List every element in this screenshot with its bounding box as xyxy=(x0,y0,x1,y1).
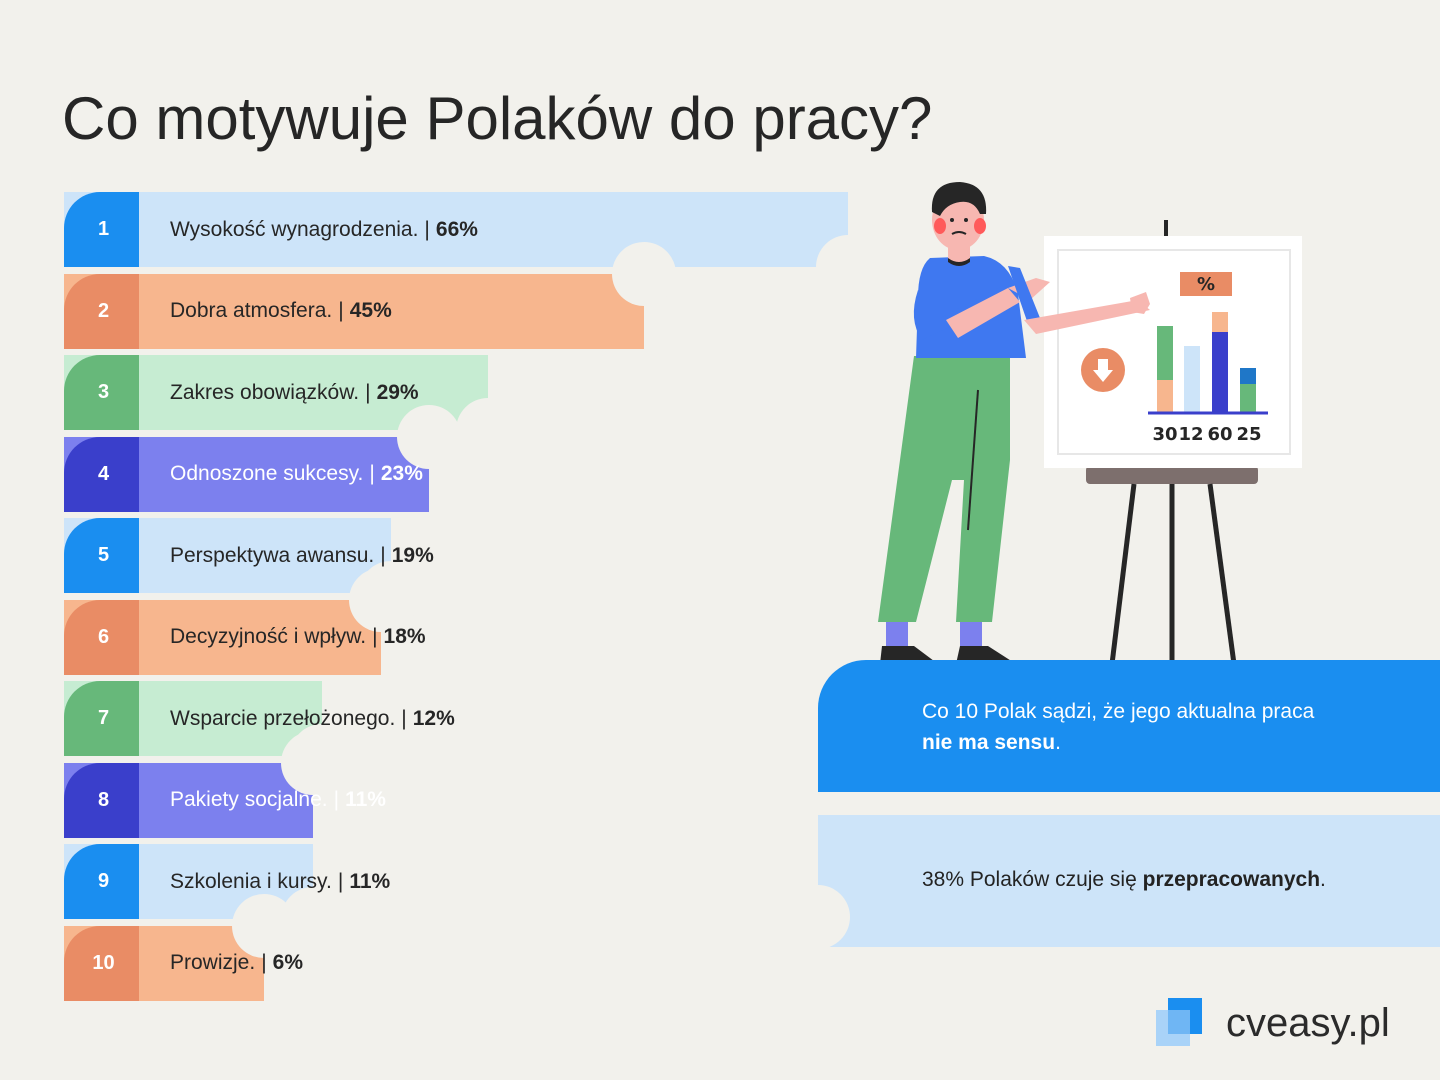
bar-label: Decyzyjność i wpływ. | 18% xyxy=(170,600,426,675)
bar-value: 12% xyxy=(412,706,455,730)
brand-logo[interactable]: cveasy.pl xyxy=(1152,996,1412,1050)
bar-category: Wysokość wynagrodzenia. xyxy=(170,217,419,241)
bar-value: 66% xyxy=(435,217,478,241)
bar-category: Decyzyjność i wpływ. xyxy=(170,625,367,648)
board-label-4: 25 xyxy=(1236,424,1261,445)
bar-label: Wysokość wynagrodzenia. | 66% xyxy=(170,192,478,267)
bar-chart: 1 Wysokość wynagrodzenia. | 66% 2 Dobra atmos… xyxy=(64,192,880,1001)
presentation-board: % 30 12 60 25 xyxy=(1044,236,1302,468)
bar-row: 6 Decyzyjność i wpływ. | 18% xyxy=(64,567,426,675)
bar-rank: 10 xyxy=(64,925,139,1001)
bar-row: 8 Pakiety socjalne. | 11% xyxy=(64,730,386,838)
bar-separator: | xyxy=(338,299,344,322)
info-text-post: . xyxy=(1055,731,1061,754)
bar-category: Perspektywa awansu. xyxy=(170,543,375,567)
bar-category: Prowizje. xyxy=(170,951,256,974)
bar-value: 18% xyxy=(383,625,426,648)
bar-label: Szkolenia i kursy. | 11% xyxy=(170,844,390,919)
bar-category: Szkolenia i kursy. xyxy=(170,869,332,893)
bar-notch xyxy=(816,235,880,299)
bar-row: 7 Wsparcie przełożonego. | 12% xyxy=(64,681,455,788)
bar-rank: 3 xyxy=(64,355,139,430)
bar-notch xyxy=(397,404,462,469)
bar-notch xyxy=(232,893,296,958)
cveasy-logo-icon xyxy=(1156,998,1202,1046)
bar-category: Odnoszone sukcesy. xyxy=(170,462,364,485)
presenter-illustration: % 30 12 60 25 xyxy=(878,182,1302,665)
bar-value: 19% xyxy=(391,543,434,567)
info-text-pre: 38% Polaków czuje się xyxy=(922,868,1143,891)
bar-separator: | xyxy=(401,706,407,730)
info-box-meaningless-work: Co 10 Polak sądzi, że jego aktualna prac… xyxy=(818,660,1440,792)
bar-category: Dobra atmosfera. xyxy=(170,299,333,322)
bar-row: 4 Odnoszone sukcesy. | 23% xyxy=(64,404,462,512)
page-title: Co motywuje Polaków do pracy? xyxy=(62,85,933,152)
bar-notch xyxy=(348,567,413,632)
bar-value: 11% xyxy=(349,869,391,893)
bar-notch xyxy=(455,398,520,462)
bar-value: 11% xyxy=(345,788,386,811)
info-text-meaningless-work: Co 10 Polak sądzi, że jego aktualna prac… xyxy=(922,696,1314,758)
bar-row: 10 Prowizje. | 6% xyxy=(64,893,303,1001)
bar-separator: | xyxy=(337,869,344,893)
bar-notch xyxy=(280,730,345,795)
bar-rank: 7 xyxy=(64,681,139,756)
percent-badge xyxy=(1180,272,1232,296)
bar-separator: | xyxy=(261,951,267,974)
bar-rank: 6 xyxy=(64,599,139,675)
bar-rank: 5 xyxy=(64,518,139,593)
bar-value: 29% xyxy=(376,380,419,404)
brand-name: cveasy.pl xyxy=(1226,1001,1390,1045)
easel xyxy=(1086,220,1258,665)
bar-value: 45% xyxy=(349,299,392,322)
bar-separator: | xyxy=(380,543,386,567)
bar-row: 2 Dobra atmosfera. | 45% xyxy=(64,241,676,349)
bar-label: Dobra atmosfera. | 45% xyxy=(170,274,392,349)
info-text-bold: nie ma sensu xyxy=(922,731,1056,754)
bar-label: Wsparcie przełożonego. | 12% xyxy=(170,681,455,756)
bar-rank: 8 xyxy=(64,762,139,838)
bar-separator: | xyxy=(424,217,430,241)
bar-value: 23% xyxy=(380,462,423,485)
bar-category: Wsparcie przełożonego. xyxy=(170,706,396,730)
bar-rank: 1 xyxy=(64,192,139,267)
bar-row: 1 Wysokość wynagrodzenia. | 66% xyxy=(64,192,880,299)
bar xyxy=(64,273,644,349)
bar-label: Prowizje. | 6% xyxy=(170,926,303,1001)
bar-category: Zakres obowiązków. xyxy=(170,380,360,404)
board-label-2: 12 xyxy=(1178,424,1203,445)
bar-separator: | xyxy=(365,380,371,404)
bar-separator: | xyxy=(333,788,340,811)
info-text-pre: Co 10 Polak sądzi, że jego aktualna prac… xyxy=(922,700,1315,723)
bar-rank: 2 xyxy=(64,273,139,349)
bar-separator: | xyxy=(369,462,375,485)
bar xyxy=(64,192,848,267)
info-text-bold: przepracowanych xyxy=(1142,868,1321,891)
bar-row: 9 Szkolenia i kursy. | 11% xyxy=(64,844,390,951)
notch xyxy=(786,885,850,949)
info-text-overworked: 38% Polaków czuje się przepracowanych. xyxy=(922,864,1326,895)
board-label-1: 30 xyxy=(1152,424,1177,445)
info-box-overworked: 38% Polaków czuje się przepracowanych. xyxy=(786,815,1440,949)
board-label-3: 60 xyxy=(1207,424,1232,445)
bar-label: Pakiety socjalne. | 11% xyxy=(170,763,386,838)
info-text-post: . xyxy=(1320,868,1326,891)
bar-label: Odnoszone sukcesy. | 23% xyxy=(170,437,423,512)
bar-separator: | xyxy=(372,625,378,648)
person-figure xyxy=(878,182,1150,664)
bar-rank: 4 xyxy=(64,436,139,512)
bar-value: 6% xyxy=(272,951,304,974)
percent-badge-label: % xyxy=(1197,274,1215,295)
bar-row: 5 Perspektywa awansu. | 19% xyxy=(64,518,434,625)
bar-category: Pakiety socjalne. xyxy=(170,788,328,811)
bar-label: Zakres obowiązków. | 29% xyxy=(170,355,419,430)
bar-label: Perspektywa awansu. | 19% xyxy=(170,518,434,593)
bar-notch xyxy=(611,241,676,306)
bar-rank: 9 xyxy=(64,844,139,919)
